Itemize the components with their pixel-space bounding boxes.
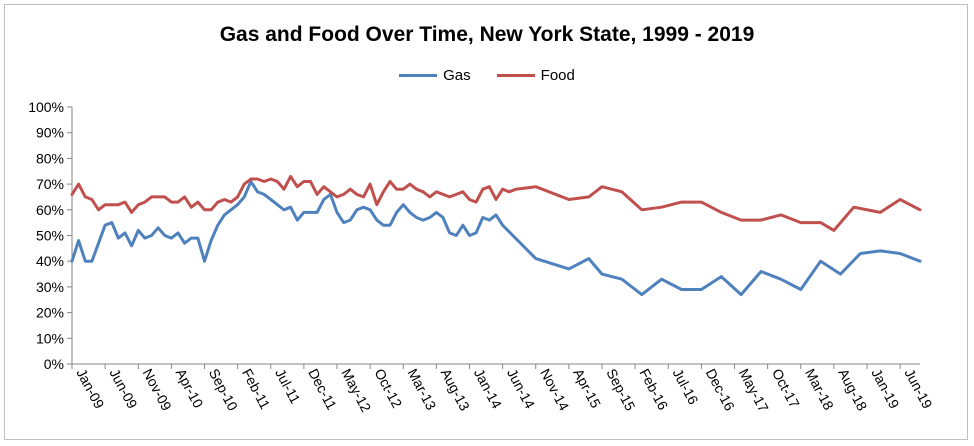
- x-tick-label: Oct-17: [769, 366, 803, 411]
- x-tick-label: Jan-09: [73, 366, 107, 411]
- x-tick-label: Mar-13: [405, 366, 440, 413]
- y-tick-label: 80%: [36, 150, 64, 166]
- x-tick-label: Dec-11: [305, 366, 340, 413]
- series-line-food: [70, 174, 922, 232]
- x-tick-label: Apr-15: [570, 366, 604, 411]
- legend-swatch-food: [496, 74, 535, 77]
- chart-title: Gas and Food Over Time, New York State, …: [219, 23, 755, 46]
- series-line-gas: [70, 180, 922, 297]
- y-tick-label: 10%: [36, 330, 64, 346]
- y-tick-label: 70%: [36, 176, 64, 192]
- legend-item-gas: Gas: [399, 67, 471, 84]
- x-tick-label: Jun-09: [106, 366, 140, 411]
- x-tick-label: May-12: [338, 366, 374, 415]
- legend-swatch-gas: [399, 74, 438, 77]
- x-tick-label: Jun-19: [901, 366, 935, 411]
- x-tick-label: Nov-09: [140, 366, 175, 414]
- x-tick-label: May-17: [736, 366, 772, 415]
- y-tick-label: 50%: [36, 228, 64, 244]
- legend-item-food: Food: [496, 67, 575, 84]
- y-tick-label: 20%: [36, 305, 64, 321]
- y-tick-label: 100%: [28, 99, 64, 115]
- x-tick-label: Feb-11: [239, 366, 274, 412]
- y-tick-label: 0%: [44, 356, 64, 372]
- x-tick-label: Jan-14: [471, 366, 505, 411]
- x-tick-label: Aug-13: [438, 366, 473, 414]
- x-tick-label: Sep-10: [206, 366, 241, 414]
- legend-label-food: Food: [540, 67, 575, 84]
- x-tick-label: Apr-10: [173, 366, 207, 411]
- y-tick-label: 90%: [36, 125, 64, 141]
- x-tick-label: Aug-18: [835, 366, 870, 414]
- y-tick-label: 40%: [36, 253, 64, 269]
- x-tick-label: Jul-11: [272, 366, 304, 406]
- x-tick-label: Mar-18: [802, 366, 837, 413]
- chart-legend: Gas Food: [5, 67, 969, 84]
- x-tick-label: Feb-16: [636, 366, 671, 413]
- x-tick-label: Nov-14: [537, 366, 572, 414]
- x-tick-label: Jun-14: [504, 366, 538, 411]
- y-tick-label: 60%: [36, 202, 64, 218]
- x-tick-label: Jul-16: [670, 366, 702, 407]
- x-tick-label: Oct-12: [371, 366, 405, 411]
- x-tick-label: Jan-19: [868, 366, 902, 411]
- legend-label-gas: Gas: [443, 67, 471, 84]
- y-tick-label: 30%: [36, 279, 64, 295]
- x-tick-label: Sep-15: [603, 366, 638, 414]
- x-tick-label: Dec-16: [703, 366, 738, 414]
